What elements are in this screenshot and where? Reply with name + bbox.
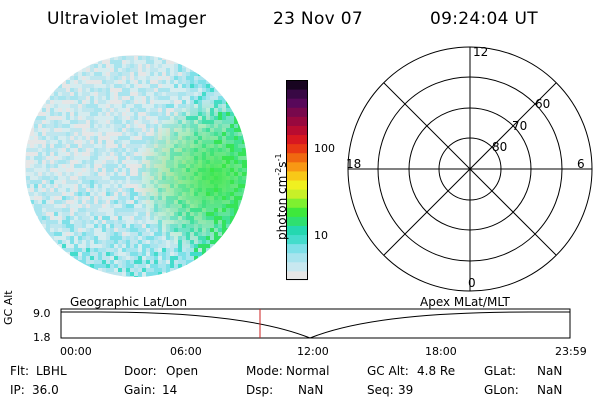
timeline-plot [60, 308, 571, 339]
status-glat-value: NaN [537, 364, 563, 378]
status-seq-value: 39 [398, 383, 414, 397]
status-door-value: Open [166, 364, 199, 378]
date-label: 23 Nov 07 [273, 9, 363, 29]
timeline-altitude-curve [61, 311, 570, 339]
colorbar-segment [286, 234, 308, 245]
colorbar [286, 80, 308, 281]
colorbar-segment [286, 243, 308, 254]
timeline-right-label: Apex MLat/MLT [420, 295, 510, 309]
colorbar-segment [286, 189, 308, 199]
colorbar-tick-10: 10 [314, 229, 328, 242]
colorbar-segment [286, 225, 308, 236]
colorbar-segment [286, 116, 308, 126]
status-glat-key: GLat: [484, 364, 517, 378]
timeline-frame [60, 308, 571, 339]
timeline-ylabel: GC Alt [2, 290, 15, 325]
mlt-label-18: 18 [346, 157, 362, 171]
mlt-label-12: 12 [473, 45, 489, 59]
colorbar-segment [286, 107, 308, 117]
colorbar-tick-100: 100 [314, 142, 335, 155]
colorbar-segment [286, 180, 308, 190]
timeline-left-label: Geographic Lat/Lon [70, 295, 188, 309]
colorbar-segment [286, 89, 308, 99]
timeline-xtick-1800: 18:00 [425, 345, 457, 358]
time-label: 09:24:04 UT [430, 9, 538, 29]
timeline-xtick-0600: 06:00 [170, 345, 202, 358]
status-gain-key: Gain: [124, 383, 156, 397]
polar-grid [347, 46, 593, 292]
status-glon-value: NaN [537, 383, 563, 397]
status-mode-value: Normal [286, 364, 330, 378]
status-flt-value: LBHL [36, 364, 67, 378]
colorbar-segment [286, 216, 308, 226]
timeline-xtick-0000: 00:00 [60, 345, 92, 358]
timeline-xtick-1200: 12:00 [297, 345, 329, 358]
polar-axis-diag2 [383, 82, 557, 256]
status-gcalt-key: GC Alt: [367, 364, 409, 378]
lat-label-60: 60 [535, 97, 551, 111]
instrument-title: Ultraviolet Imager [47, 9, 207, 29]
colorbar-segment [286, 134, 308, 145]
status-seq-key: Seq: [367, 383, 394, 397]
lat-label-70: 70 [512, 119, 528, 133]
status-gcalt-value: 4.8 Re [417, 364, 456, 378]
colorbar-segment [286, 152, 308, 163]
timeline-ytick-bottom: 1.8 [33, 331, 51, 344]
uv-image-disk [25, 55, 247, 277]
status-flt-key: Flt: [10, 364, 29, 378]
colorbar-segment [286, 125, 308, 136]
status-ip-value: 36.0 [32, 383, 59, 397]
colorbar-segment [286, 98, 308, 108]
colorbar-segment [286, 261, 308, 272]
status-dsp-value: NaN [298, 383, 324, 397]
mlt-label-6: 6 [577, 157, 585, 171]
status-gain-value: 14 [162, 383, 178, 397]
lat-label-80: 80 [492, 140, 508, 154]
colorbar-segment [286, 170, 308, 181]
status-ip-key: IP: [10, 383, 25, 397]
colorbar-segment [286, 198, 308, 208]
mlt-label-0: 0 [468, 276, 476, 290]
colorbar-segment [286, 207, 308, 217]
timeline-ytick-top: 9.0 [33, 307, 51, 320]
status-dsp-key: Dsp: [246, 383, 274, 397]
colorbar-segment [286, 80, 308, 90]
colorbar-segment [286, 143, 308, 154]
colorbar-segment [286, 161, 308, 172]
colorbar-segment [286, 252, 308, 263]
timeline-xtick-2359: 23:59 [555, 345, 587, 358]
status-mode-key: Mode: [246, 364, 283, 378]
colorbar-segment [286, 270, 308, 281]
colorbar-unit-label: photon cm-2s-1 [274, 153, 289, 240]
status-glon-key: GLon: [484, 383, 519, 397]
colorbar-frame [286, 80, 308, 280]
status-door-key: Door: [124, 364, 157, 378]
